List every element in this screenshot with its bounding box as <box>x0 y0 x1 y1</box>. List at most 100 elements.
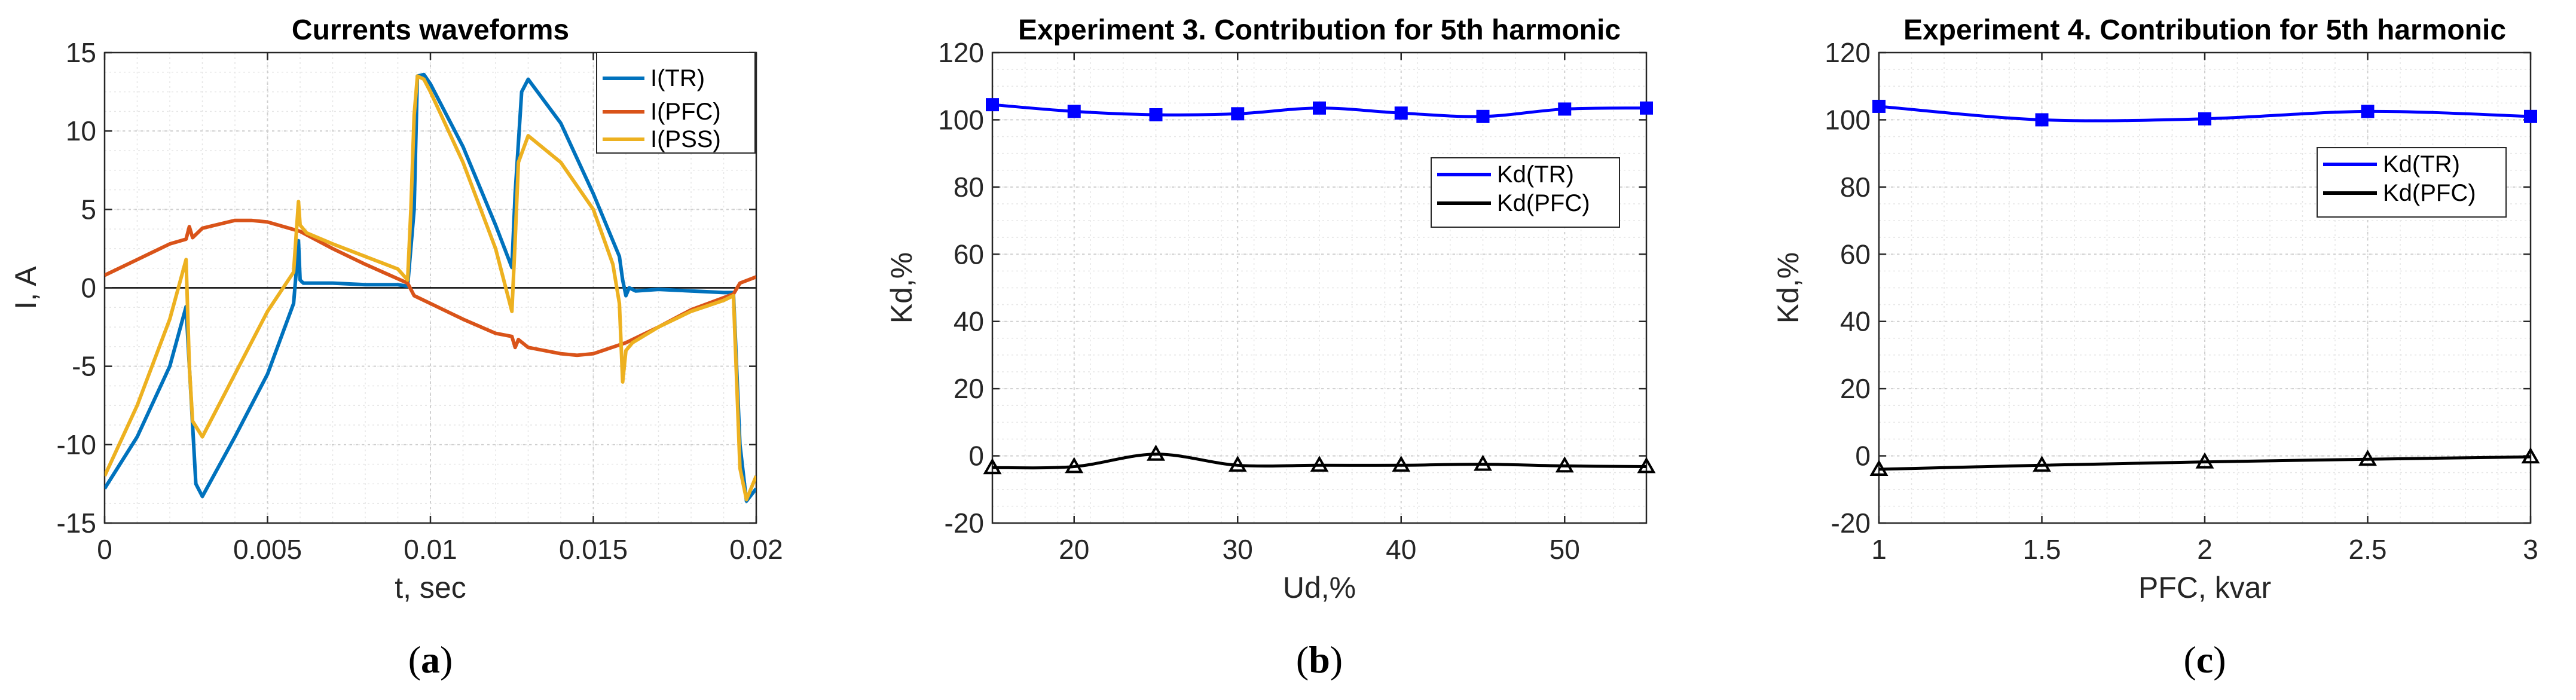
series-line-I(TR) <box>105 72 756 503</box>
legend: Kd(TR)Kd(PFC) <box>2317 147 2507 218</box>
y-tick-label: 120 <box>1825 37 1871 68</box>
x-tick-label: 40 <box>1386 534 1416 565</box>
series-line-Kd(PFC) <box>992 453 1646 470</box>
legend-label: I(PFC) <box>650 99 721 125</box>
data-point-triangle <box>1147 444 1165 461</box>
data-point-square <box>1476 109 1490 123</box>
y-axis-label: Kd,% <box>885 252 918 324</box>
chart-title: Currents waveforms <box>292 14 569 46</box>
y-tick-label: 60 <box>1840 239 1871 270</box>
data-point-square <box>2361 105 2375 118</box>
panel-letter: a <box>421 638 440 681</box>
legend-label: Kd(PFC) <box>2383 180 2476 206</box>
legend-label: I(TR) <box>650 65 705 91</box>
legend: Kd(TR)Kd(PFC) <box>1431 157 1620 228</box>
legend-box <box>2317 147 2507 218</box>
legend-label: Kd(TR) <box>1497 161 1574 188</box>
data-point-square <box>1067 105 1081 118</box>
series-line-I(PFC) <box>105 218 756 357</box>
x-tick-label: 1.5 <box>2023 534 2061 565</box>
data-point-square <box>986 98 999 112</box>
chart-title: Experiment 3. Contribution for 5th harmo… <box>1018 14 1621 46</box>
y-tick-label: 5 <box>81 194 96 225</box>
data-point-triangle <box>1310 456 1329 472</box>
y-axis-label: Kd,% <box>1771 252 1805 324</box>
y-tick-label: 0 <box>1855 441 1871 472</box>
y-tick-label: -5 <box>72 351 96 382</box>
series-group <box>105 72 756 503</box>
y-tick-label: 100 <box>1825 104 1871 135</box>
data-point-triangle <box>1228 456 1247 472</box>
legend-box <box>1431 157 1620 228</box>
x-axis-label: Ud,% <box>1283 571 1356 604</box>
x-axis-label: t, sec <box>395 571 466 604</box>
data-point-triangle <box>1474 454 1492 471</box>
data-point-square <box>2198 112 2211 126</box>
chart-panel-b: 20 30 40 50 -20 0 20 40 60 80 100 120 Experiment 3. … <box>885 14 1656 681</box>
x-tick-label: 0.005 <box>233 534 302 565</box>
y-tick-label: 40 <box>1840 306 1871 337</box>
panel-label: (b) <box>1296 638 1343 681</box>
y-axis-label: I, A <box>9 266 42 310</box>
data-point-square <box>1558 102 1572 116</box>
legend-label: I(PSS) <box>650 126 721 152</box>
x-tick-label: 0.015 <box>559 534 628 565</box>
data-point-triangle <box>1555 456 1574 473</box>
data-point-triangle <box>983 458 1002 475</box>
data-point-square <box>2524 109 2537 123</box>
legend-box <box>596 52 756 154</box>
data-point-triangle <box>1637 457 1656 473</box>
data-point-square <box>1872 99 1886 113</box>
axes-frame <box>991 51 1648 524</box>
panel-letter: b <box>1309 638 1330 681</box>
series-line-I(PSS) <box>105 74 756 502</box>
panel-label: (a) <box>408 638 453 681</box>
y-tick-label: 0 <box>968 441 984 472</box>
legend-label: Kd(TR) <box>2383 151 2460 178</box>
series-line-Kd(PFC) <box>1879 455 2531 471</box>
y-tick-label: 20 <box>954 373 984 404</box>
x-tick-label: 30 <box>1223 534 1253 565</box>
x-tick-label: 2.5 <box>2349 534 2387 565</box>
y-tick-label: 100 <box>938 104 984 135</box>
x-tick-label: 50 <box>1550 534 1580 565</box>
y-tick-label: -10 <box>57 429 96 460</box>
panel-label: (c) <box>2183 638 2226 681</box>
data-point-triangle <box>2033 456 2051 472</box>
legend: I(TR) I(PFC)I(PSS) <box>596 52 756 154</box>
data-point-triangle <box>1392 456 1411 472</box>
y-tick-label: 40 <box>954 306 984 337</box>
x-tick-label: 1 <box>1871 534 1887 565</box>
x-tick-label: 2 <box>2197 534 2213 565</box>
y-tick-label: 120 <box>938 37 984 68</box>
x-tick-label: 0.02 <box>729 534 783 565</box>
data-point-square <box>2035 113 2049 127</box>
legend-label: Kd(PFC) <box>1497 190 1590 216</box>
y-tick-label: -20 <box>1831 508 1871 539</box>
y-tick-label: 60 <box>954 239 984 270</box>
data-point-triangle <box>2358 450 2377 466</box>
y-tick-label: 15 <box>66 37 96 68</box>
data-point-triangle <box>2521 447 2540 464</box>
data-point-square <box>1394 106 1408 120</box>
x-axis-label: PFC, kvar <box>2138 571 2271 604</box>
y-tick-label: 80 <box>954 172 984 203</box>
panel-letter: c <box>2196 638 2213 681</box>
y-tick-label: -15 <box>57 508 96 539</box>
y-tick-label: 80 <box>1840 172 1871 203</box>
y-tick-label: 0 <box>81 273 96 304</box>
x-tick-label: 20 <box>1059 534 1089 565</box>
data-point-square <box>1231 107 1245 121</box>
chart-panel-a: 0 0.005 0.01 0.015 0.02 -15 -10 -5 0 5 10 15 Current… <box>9 14 783 681</box>
data-point-triangle <box>1065 457 1084 473</box>
chart-title: Experiment 4. Contribution for 5th harmo… <box>1903 14 2506 46</box>
x-tick-label: 0 <box>97 534 112 565</box>
data-point-triangle <box>2195 452 2214 469</box>
x-tick-label: 3 <box>2523 534 2538 565</box>
data-point-triangle <box>1869 460 1889 476</box>
y-tick-label: 20 <box>1840 373 1871 404</box>
y-tick-label: 10 <box>66 115 96 146</box>
chart-panel-c: 1 1.5 2 2.5 3 -20 0 20 40 60 80 100 120 Experiment 4.… <box>1771 14 2540 681</box>
x-tick-label: 0.01 <box>404 534 457 565</box>
